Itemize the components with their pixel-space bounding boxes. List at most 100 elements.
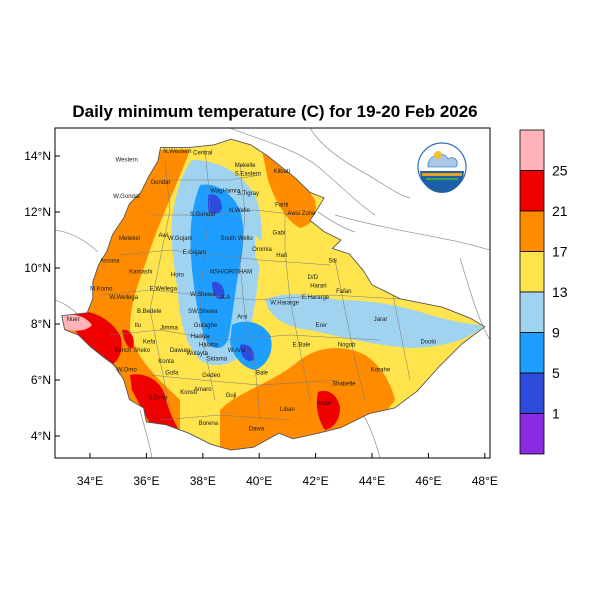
latitude-axis: 14°N 12°N 10°N 8°N 6°N 4°N	[24, 149, 60, 443]
region-label: B.Bedele	[137, 309, 162, 315]
region-label: Nogob	[338, 342, 356, 348]
field-cool-east	[265, 294, 485, 348]
region-label: Western	[116, 158, 138, 164]
region-label: E.Bale	[293, 342, 311, 348]
field-cold-core	[190, 184, 244, 349]
lat-tick-label: 14°N	[24, 149, 51, 163]
lon-tick-label: 36°E	[133, 474, 159, 488]
lon-tick-label: 48°E	[472, 474, 498, 488]
region-label: W.Gojam	[168, 236, 193, 242]
region-label: S.Omo	[148, 396, 167, 402]
longitude-axis: 34°E 36°E 38°E 40°E 42°E 44°E 46°E 48°E	[77, 453, 498, 488]
border-eritrea	[309, 128, 411, 199]
region-label: Korahe	[371, 368, 391, 374]
region-label: W.Omo	[117, 368, 138, 374]
lat-tick-label: 12°N	[24, 205, 51, 219]
region-label: Kamashi	[129, 270, 152, 276]
region-label: D/D	[308, 275, 319, 281]
lat-tick-label: 8°N	[31, 317, 51, 331]
admin-boundaries	[99, 149, 421, 421]
region-label: S.Tigray	[237, 191, 259, 197]
legend-swatch	[519, 170, 545, 212]
region-label: Kefa	[143, 340, 156, 346]
ethiopian-meteorology-institute-logo	[417, 142, 467, 193]
region-label: Shabelle	[332, 382, 356, 388]
region-label: Halaba	[199, 342, 219, 348]
region-label: Konso	[180, 390, 198, 396]
region-label: W.Wellega	[110, 295, 139, 301]
region-label: W.Gondar	[113, 194, 140, 200]
region-label: Fafan	[336, 289, 351, 295]
legend-label: 9	[552, 325, 560, 341]
field-coldest-central	[212, 281, 225, 300]
region-label: E.Hararge	[302, 295, 330, 301]
lat-tick-label: 10°N	[24, 261, 51, 275]
region-label: E.Wellega	[150, 286, 178, 292]
region-label: Metekel	[119, 236, 140, 242]
region-label: Arsi	[237, 314, 247, 320]
region-label: Sidama	[207, 356, 228, 362]
region-label: Erer	[316, 323, 327, 329]
field-hot-afder	[316, 390, 340, 430]
field-cold-bale	[230, 321, 272, 370]
border-djibouti	[317, 211, 356, 233]
region-label: Siti	[328, 258, 336, 264]
legend-swatch	[519, 129, 545, 171]
field-mild-rift	[255, 235, 335, 290]
coastline-gulf-of-aden	[334, 214, 490, 251]
region-label: Awsi Zone	[288, 211, 317, 217]
region-label: Afder	[317, 401, 331, 407]
region-labels: Western N.Western Central Mekelle S.Eastern G…	[67, 149, 437, 432]
region-label: Jarar	[374, 317, 388, 323]
region-label: Guji	[226, 393, 237, 399]
legend-label: 1	[552, 406, 560, 422]
region-label: S.Gondar	[190, 212, 216, 218]
legend-swatch	[519, 332, 545, 374]
field-hot-south-omo	[130, 374, 185, 440]
region-label: South Wello	[220, 236, 253, 242]
region-label: Horo	[171, 272, 185, 278]
region-label: Dawa	[249, 426, 265, 432]
lon-tick-label: 46°E	[415, 474, 441, 488]
map-title: Daily minimum temperature (C) for 19-20 …	[72, 102, 478, 121]
legend-label: 13	[552, 284, 568, 300]
region-label: Borena	[199, 421, 219, 427]
region-label: Bench Sheko	[114, 348, 150, 354]
region-label: W.Arsi	[228, 348, 245, 354]
lat-tick-label: 6°N	[31, 373, 51, 387]
region-label: E.Gojam	[183, 250, 206, 256]
legend-swatch	[519, 413, 545, 455]
legend-label: 5	[552, 365, 560, 381]
region-label: W.Shewa	[190, 292, 216, 298]
axes-frame	[54, 127, 491, 459]
legend-label: 21	[552, 203, 568, 219]
region-label: Bale	[256, 370, 269, 376]
region-label: Liban	[280, 407, 295, 413]
field-warm-afar	[262, 150, 316, 228]
legend-swatch	[519, 210, 545, 252]
field-coldest-north	[208, 194, 222, 214]
region-label: N.Western	[163, 149, 191, 155]
legend-label: 25	[552, 163, 568, 179]
region-label: Mekelle	[235, 163, 256, 169]
border-sudan-south	[55, 229, 99, 253]
legend-swatch	[519, 251, 545, 293]
region-label: Doolo	[421, 340, 437, 346]
region-label: N.Wello	[229, 208, 251, 214]
legend-swatch	[519, 291, 545, 333]
lon-tick-label: 44°E	[359, 474, 385, 488]
region-label: Kilbati	[274, 169, 290, 175]
field-coldest-bale	[240, 344, 255, 362]
region-label: Gondar	[150, 180, 170, 186]
field-very-hot-nuer	[61, 314, 92, 331]
region-label: Gabi	[273, 230, 286, 236]
region-label: Gedeo	[202, 373, 221, 379]
region-label: WagHamra	[210, 188, 241, 194]
legend-label: 17	[552, 244, 568, 260]
region-label: Nuer	[67, 317, 80, 323]
ethiopia-border	[61, 138, 486, 451]
region-label: Jimma	[160, 326, 178, 332]
lon-tick-label: 38°E	[190, 474, 216, 488]
